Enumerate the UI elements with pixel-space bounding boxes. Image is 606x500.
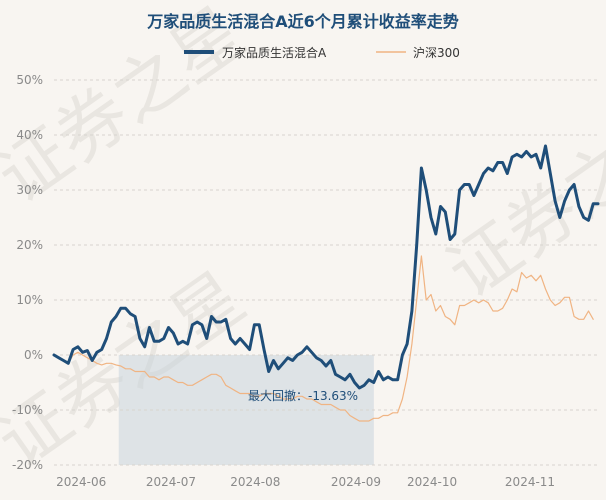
x-tick-label: 2024-09 [331, 475, 381, 489]
y-tick-label: 10% [16, 293, 43, 307]
y-tick-label: 20% [16, 238, 43, 252]
plot-area: 50% 40% 30% 20% 10% 0% -10% -20% 2024-06 2024-07 2… [12, 73, 600, 489]
series-line-index [53, 255, 594, 422]
legend: 万家品质生活混合A 沪深300 [184, 45, 460, 60]
max-drawdown-label: 最大回撤：-13.63% [248, 388, 358, 403]
x-tick-label: 2024-10 [407, 475, 457, 489]
y-tick-label: 40% [16, 128, 43, 142]
y-tick-label: 30% [16, 183, 43, 197]
legend-label-fund: 万家品质生活混合A [222, 45, 327, 60]
x-tick-label: 2024-08 [230, 475, 280, 489]
y-tick-label: 50% [16, 73, 43, 87]
chart-title: 万家品质生活混合A近6个月累计收益率走势 [146, 12, 459, 31]
legend-label-index: 沪深300 [413, 46, 460, 60]
y-tick-label: 0% [24, 348, 43, 362]
series-line-fund [52, 144, 600, 390]
x-tick-label: 2024-06 [56, 475, 106, 489]
x-tick-label: 2024-07 [146, 475, 196, 489]
y-tick-label: -20% [12, 458, 43, 472]
y-tick-label: -10% [12, 403, 43, 417]
x-tick-label: 2024-11 [505, 475, 555, 489]
